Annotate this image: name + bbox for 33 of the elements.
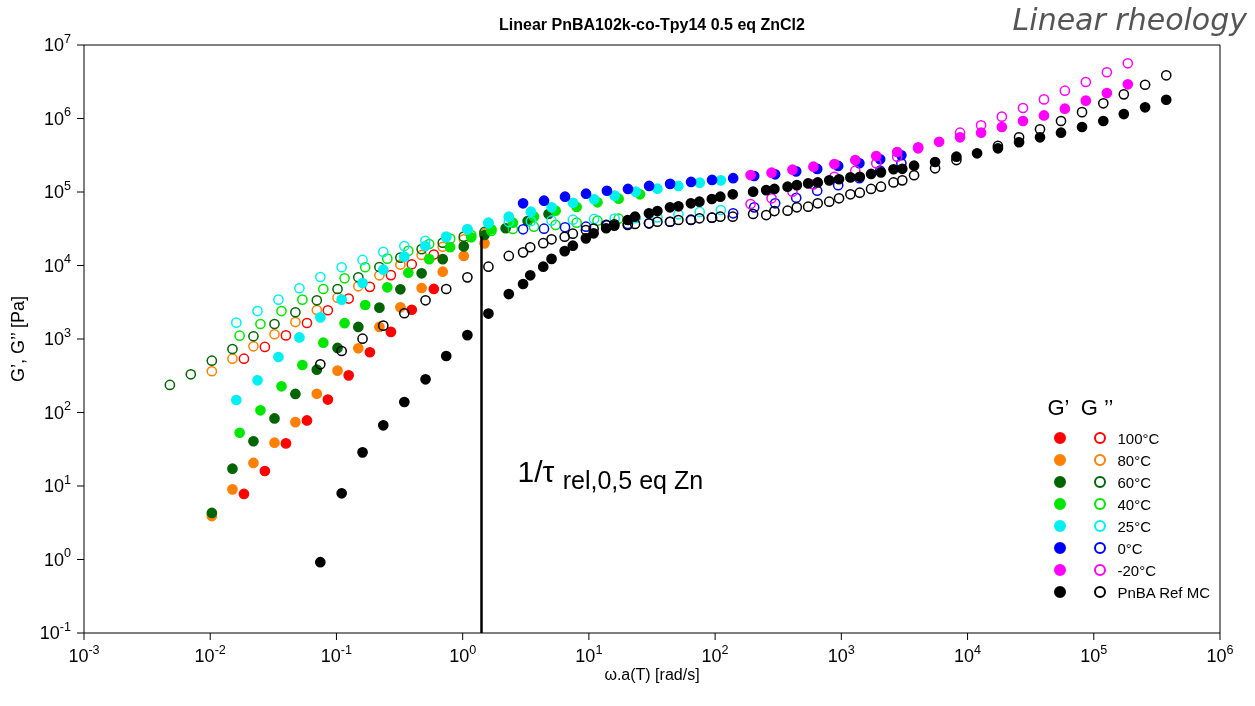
y-tick-label: 10$^{4}$ [43, 252, 71, 276]
y-tick-label: 10$^{6}$ [43, 105, 71, 129]
x-tick-label: 10$^{-1}$ [320, 642, 353, 666]
legend-label: 60°C [1117, 473, 1151, 491]
x-axis-title: ω.a(T) [rad/s] [604, 666, 700, 683]
x-tick-label: 10$^{4}$ [954, 642, 982, 666]
y-tick-label: 10$^{2}$ [43, 399, 71, 423]
legend-label: -20°C [1117, 561, 1156, 579]
x-tick-label: 10$^{3}$ [827, 642, 855, 666]
y-tick-label: 10$^{5}$ [43, 178, 71, 202]
legend-label: 80°C [1117, 451, 1151, 469]
x-tick-label: 10$^{2}$ [701, 642, 729, 666]
x-tick-label: 10$^{6}$ [1206, 642, 1234, 666]
y-tick-label: 10$^{0}$ [43, 546, 71, 570]
legend-label: 25°C [1117, 517, 1151, 535]
x-tick-label: 10$^{-3}$ [68, 642, 100, 666]
y-tick-label: 10$^{3}$ [43, 325, 71, 349]
text: Linear rheology [1012, 2, 1247, 37]
y-tick-label: 10$^{7}$ [43, 31, 71, 55]
legend-label: 100°C [1117, 429, 1160, 447]
legend-label: 40°C [1117, 495, 1151, 513]
x-tick-label: 10$^{5}$ [1080, 642, 1108, 666]
x-tick-label: 10$^{-2}$ [194, 642, 226, 666]
legend-title: G’ G ’’ [1047, 395, 1115, 421]
y-axis-title: G’, G’’ [Pa] [8, 295, 29, 383]
y-tick-label: 10$^{-1}$ [39, 619, 71, 643]
legend-label: 0°C [1117, 539, 1143, 557]
y-tick-label: 10$^{1}$ [43, 472, 71, 496]
legend-label: PnBA Ref MC [1117, 583, 1210, 601]
annotation: 1/τ $_{rel,0,5 eq Zn}$ [517, 455, 704, 496]
x-tick-label: 10$^{0}$ [449, 642, 477, 666]
x-tick-label: 10$^{1}$ [575, 642, 603, 666]
chart-title: Linear PnBA102k-co-Tpy14 0.5 eq ZnCl2 [499, 16, 805, 33]
